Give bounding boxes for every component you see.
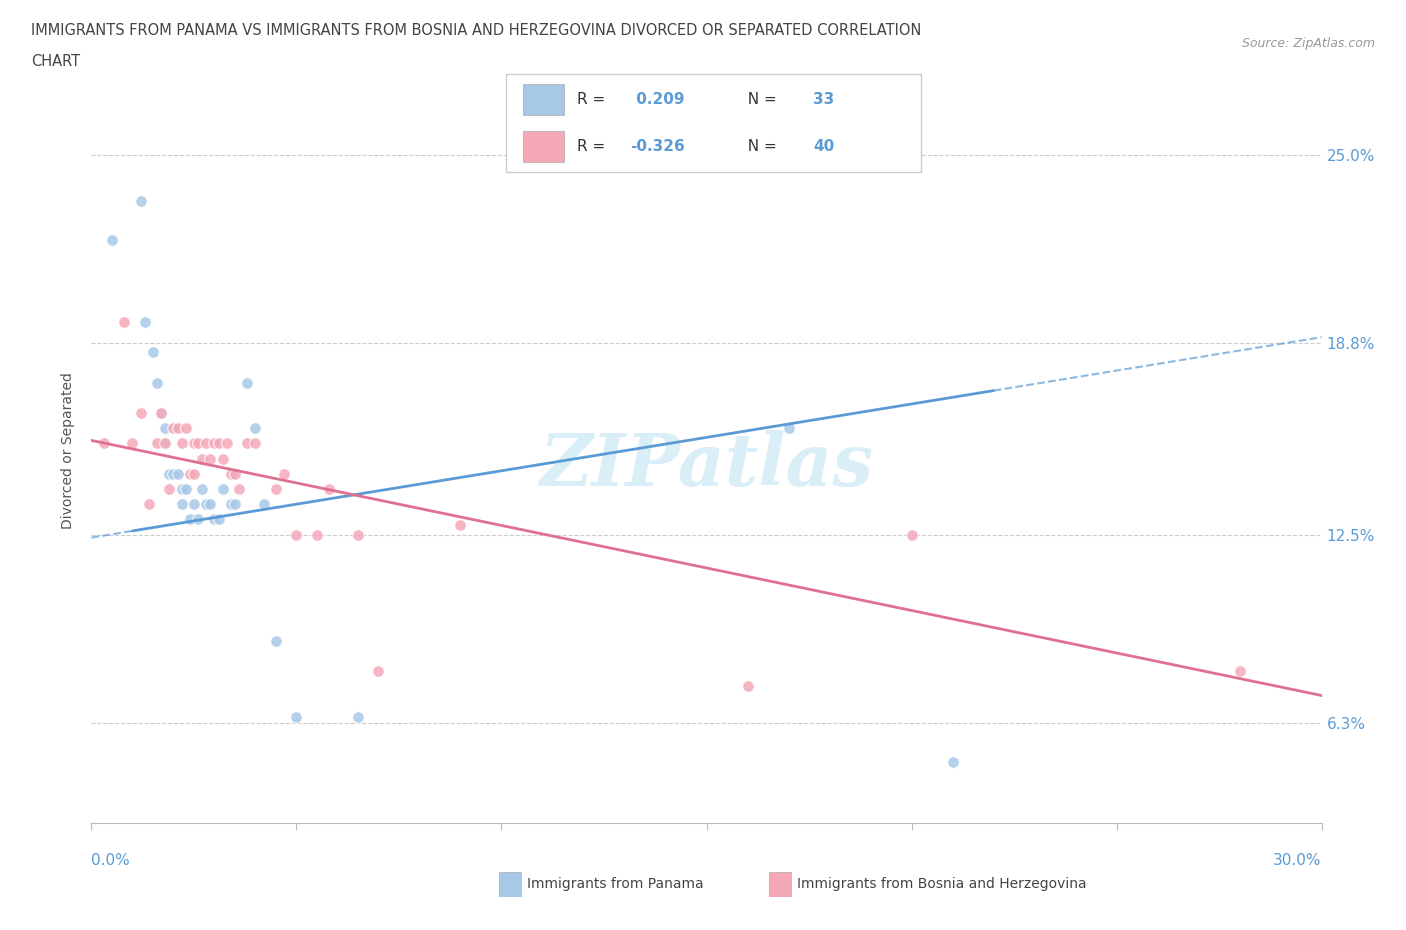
Point: [224, 466, 246, 481]
Point: [211, 451, 233, 466]
Point: [170, 436, 193, 451]
Point: [347, 710, 370, 724]
Point: [166, 466, 188, 481]
Point: [200, 451, 222, 466]
Point: [347, 527, 370, 542]
Point: [170, 497, 193, 512]
Point: [153, 436, 177, 451]
Point: [166, 421, 188, 436]
Point: [162, 466, 184, 481]
Point: [146, 376, 169, 391]
Point: [157, 482, 180, 497]
Point: [236, 436, 259, 451]
Point: [236, 376, 259, 391]
Point: [150, 405, 173, 420]
Point: [207, 436, 229, 451]
Point: [174, 421, 197, 436]
Point: [211, 482, 233, 497]
Point: [129, 193, 152, 208]
Text: CHART: CHART: [31, 54, 80, 69]
Point: [187, 512, 209, 526]
Point: [150, 405, 173, 420]
Point: [121, 436, 143, 451]
Point: [112, 314, 135, 329]
Point: [179, 512, 201, 526]
Point: [191, 482, 214, 497]
Text: 30.0%: 30.0%: [1274, 854, 1322, 869]
Point: [215, 436, 238, 451]
Point: [273, 466, 295, 481]
FancyBboxPatch shape: [506, 74, 921, 172]
Point: [245, 421, 267, 436]
Point: [219, 497, 242, 512]
Point: [224, 497, 246, 512]
Point: [228, 482, 250, 497]
Point: [93, 436, 115, 451]
Point: [202, 436, 225, 451]
Point: [245, 436, 267, 451]
Point: [157, 466, 180, 481]
Point: [187, 436, 209, 451]
Text: 40: 40: [813, 140, 834, 154]
Text: ZIPatlas: ZIPatlas: [540, 431, 873, 501]
Point: [253, 497, 276, 512]
Bar: [523, 131, 564, 163]
Text: N =: N =: [738, 140, 782, 154]
Bar: [523, 85, 564, 115]
Point: [134, 314, 156, 329]
Point: [942, 755, 965, 770]
Point: [146, 436, 169, 451]
Point: [101, 232, 124, 247]
Text: R =: R =: [576, 140, 610, 154]
Text: Source: ZipAtlas.com: Source: ZipAtlas.com: [1241, 37, 1375, 50]
Text: R =: R =: [576, 92, 610, 107]
Point: [153, 421, 177, 436]
Point: [778, 421, 800, 436]
Point: [174, 482, 197, 497]
Point: [142, 345, 165, 360]
Text: N =: N =: [738, 92, 782, 107]
Text: IMMIGRANTS FROM PANAMA VS IMMIGRANTS FROM BOSNIA AND HERZEGOVINA DIVORCED OR SEP: IMMIGRANTS FROM PANAMA VS IMMIGRANTS FRO…: [31, 23, 921, 38]
Text: 0.0%: 0.0%: [91, 854, 131, 869]
Text: 0.209: 0.209: [630, 92, 685, 107]
Point: [129, 405, 152, 420]
Point: [191, 451, 214, 466]
Point: [367, 664, 389, 679]
Point: [900, 527, 922, 542]
Point: [219, 466, 242, 481]
Text: 33: 33: [813, 92, 834, 107]
Point: [183, 466, 205, 481]
Y-axis label: Divorced or Separated: Divorced or Separated: [62, 373, 76, 529]
Point: [737, 679, 759, 694]
Point: [285, 710, 308, 724]
Text: Immigrants from Panama: Immigrants from Panama: [527, 876, 704, 891]
Point: [285, 527, 308, 542]
Point: [264, 482, 287, 497]
Point: [200, 497, 222, 512]
Point: [183, 497, 205, 512]
Point: [318, 482, 340, 497]
Point: [179, 466, 201, 481]
Point: [1229, 664, 1251, 679]
Point: [153, 436, 177, 451]
Point: [162, 421, 184, 436]
Text: Immigrants from Bosnia and Herzegovina: Immigrants from Bosnia and Herzegovina: [797, 876, 1087, 891]
Point: [305, 527, 328, 542]
Point: [195, 436, 218, 451]
Point: [264, 633, 287, 648]
Point: [449, 518, 471, 533]
Point: [170, 482, 193, 497]
Text: -0.326: -0.326: [630, 140, 685, 154]
Point: [202, 512, 225, 526]
Point: [138, 497, 160, 512]
Point: [207, 512, 229, 526]
Point: [195, 497, 218, 512]
Point: [183, 436, 205, 451]
